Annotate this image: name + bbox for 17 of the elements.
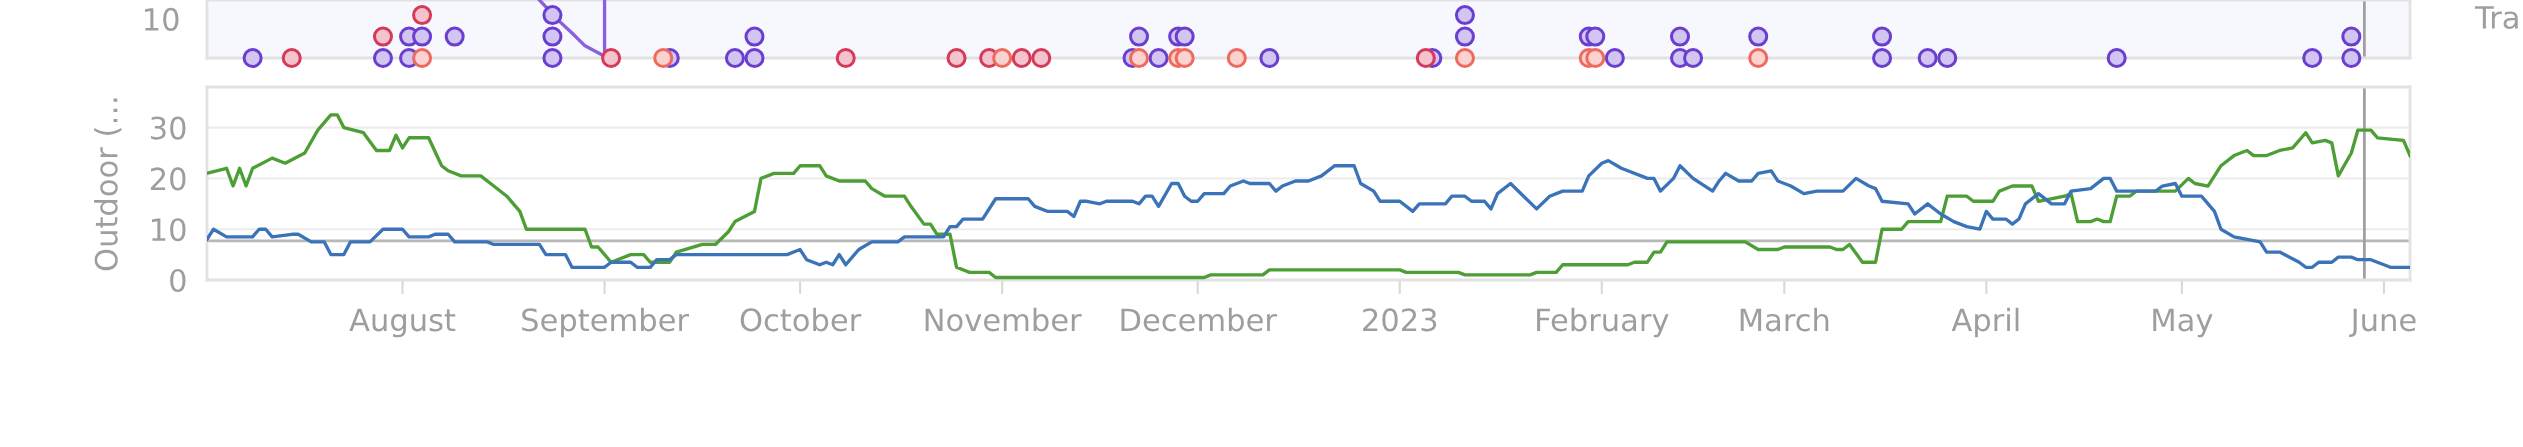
x-tick-label: February [1537, 307, 1669, 338]
x-tick-label: November [925, 307, 1082, 332]
x-tick-label: May [2153, 308, 2213, 338]
x-tick-label: April [1951, 307, 2019, 338]
x-tick-label: March [1740, 307, 1829, 332]
x-tick-label: December [1121, 307, 1277, 332]
y-axis-title: Outdoor (… [94, 98, 122, 271]
x-tick-label: September [522, 307, 690, 338]
y-tick-label: 10 [152, 218, 186, 242]
x-tick-label: 2023 [1363, 308, 1437, 332]
x-tick-label: June [2349, 308, 2416, 338]
text: Tra [2474, 6, 2518, 29]
y-tick-label: 30 [151, 116, 186, 140]
x-tick-label: October [740, 307, 862, 332]
y-tick-label: 20 [150, 167, 186, 191]
y-tick-label: 0 [170, 268, 186, 293]
x-tick-label: August [349, 308, 456, 338]
